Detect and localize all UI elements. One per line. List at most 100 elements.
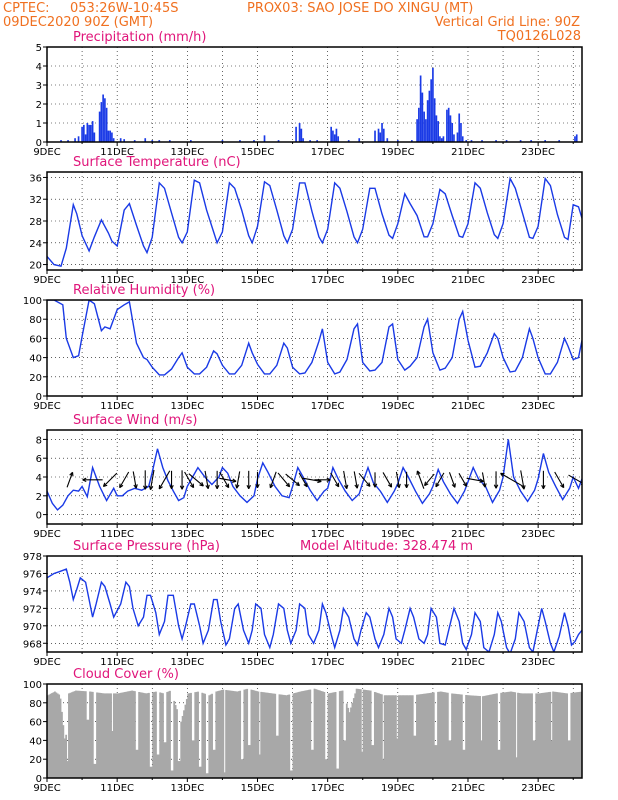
plot-area <box>47 300 582 376</box>
precip-bar <box>426 100 429 142</box>
plot-area <box>47 568 582 652</box>
cloud-cover-bar <box>571 692 574 778</box>
cloud-cover-bar <box>376 692 379 778</box>
x-tick-label: 21DEC <box>451 657 485 668</box>
cloud-cover-bar <box>208 695 211 778</box>
precip-bar <box>505 140 508 142</box>
cloud-cover-bar <box>477 695 480 778</box>
cloud-cover-bar <box>228 690 230 778</box>
cloud-cover-bar <box>110 693 112 778</box>
wind-arrow <box>448 472 456 488</box>
cloud-cover-bar <box>66 761 69 778</box>
cloud-cover-bar <box>511 691 514 778</box>
cloud-cover-bar <box>199 766 202 778</box>
cloud-cover-bar <box>385 695 387 778</box>
precip-bar <box>88 124 90 142</box>
x-tick-label: 15DEC <box>241 147 275 158</box>
cloud-cover-bar <box>285 695 288 778</box>
cloud-cover-bar <box>418 694 421 778</box>
cloud-cover-bar <box>435 745 438 778</box>
panel-title: Relative Humidity (%) <box>73 283 215 298</box>
cloud-cover-bar <box>240 759 243 778</box>
cloud-cover-bar <box>354 693 357 778</box>
cloud-cover-bar <box>150 766 153 778</box>
x-tick-label: 17DEC <box>311 529 345 540</box>
y-tick-label: 0 <box>36 138 42 149</box>
cloud-cover-bar <box>317 690 320 778</box>
cloud-cover-bar <box>556 692 559 778</box>
cloud-cover-bar <box>315 689 317 778</box>
cloud-cover-bar <box>160 692 163 778</box>
cloud-cover-bar <box>86 719 89 778</box>
y-tick-label: 2 <box>36 492 42 503</box>
cloud-cover-bar <box>87 719 90 778</box>
cloud-cover-bar <box>570 692 573 778</box>
y-tick-label: 20 <box>29 261 42 272</box>
cloud-cover-bar <box>135 749 138 778</box>
panel-humidity: 0 20 40 60 80 100 9DEC 11DEC 13DEC 15DEC 17DEC 19DE… <box>23 283 583 412</box>
cloud-cover-bar <box>430 692 432 778</box>
cloud-cover-bar <box>181 715 184 778</box>
cloud-cover-bar <box>407 695 410 778</box>
precip-bar <box>102 94 104 142</box>
wind-arrow <box>424 473 435 487</box>
x-tick-label: 9DEC <box>33 275 60 286</box>
y-tick-label: 100 <box>23 680 42 691</box>
cloud-cover-bar <box>576 692 578 778</box>
cloud-cover-bar <box>219 690 222 778</box>
y-tick-label: 3 <box>36 81 42 92</box>
header-station: PROX03: SAO JOSE DO XINGU (MT) <box>247 1 474 16</box>
precip-bar <box>481 140 483 142</box>
y-tick-label: 40 <box>29 736 42 747</box>
precip-bar <box>83 124 85 142</box>
cloud-cover-bar <box>508 691 511 778</box>
y-tick-label: 24 <box>29 239 42 250</box>
wind-arrow <box>358 472 371 487</box>
cloud-cover-bar <box>567 740 570 778</box>
cloud-cover-bar <box>201 692 204 778</box>
precip-bar <box>530 140 532 142</box>
wind-arrow <box>493 471 499 489</box>
y-tick-label: 80 <box>29 699 42 710</box>
cloud-cover-bar <box>237 691 240 778</box>
precip-bar <box>277 140 280 142</box>
cloud-cover-bar <box>462 749 465 778</box>
cloud-cover-bar <box>417 694 420 778</box>
precip-bar <box>425 119 427 142</box>
cloud-cover-bar <box>264 692 267 778</box>
wind-arrow <box>82 477 103 483</box>
cloud-cover-bar <box>308 689 310 778</box>
x-tick-label: 21DEC <box>451 529 485 540</box>
precip-bar <box>111 132 113 142</box>
cloud-cover-bar <box>552 691 554 778</box>
wind-arrow <box>285 473 300 487</box>
cloud-cover-bar <box>434 745 437 778</box>
cloud-cover-bar <box>528 693 531 778</box>
wind-arrow <box>466 477 484 483</box>
cloud-cover-bar <box>531 693 533 778</box>
x-tick-label: 23DEC <box>521 657 555 668</box>
cloud-cover-bar <box>96 692 98 778</box>
x-tick-label: 19DEC <box>381 657 415 668</box>
cloud-cover-bar <box>507 691 510 778</box>
cloud-cover-bar <box>146 693 149 778</box>
wind-arrow <box>435 472 445 488</box>
x-tick-label: 11DEC <box>100 147 134 158</box>
x-tick-label: 19DEC <box>381 529 415 540</box>
wind-arrow <box>119 471 130 489</box>
cloud-cover-bar <box>473 695 476 778</box>
model-altitude-label: Model Altitude: 328.474 m <box>300 539 473 554</box>
precip-bar <box>382 128 385 142</box>
cloud-cover-bar <box>501 692 504 778</box>
header-source: CPTEC: <box>3 1 50 16</box>
cloud-cover-bar <box>209 694 212 778</box>
wind-arrow <box>416 470 425 489</box>
cloud-cover-bar <box>547 692 550 778</box>
x-tick-label: 13DEC <box>170 783 204 794</box>
cloud-cover-bar <box>392 695 395 778</box>
cloud-cover-bar <box>330 692 333 778</box>
precip-bar <box>337 136 340 142</box>
cloud-cover-bar <box>249 745 251 778</box>
cloud-cover-bar <box>84 691 87 778</box>
plot-area <box>47 439 582 511</box>
